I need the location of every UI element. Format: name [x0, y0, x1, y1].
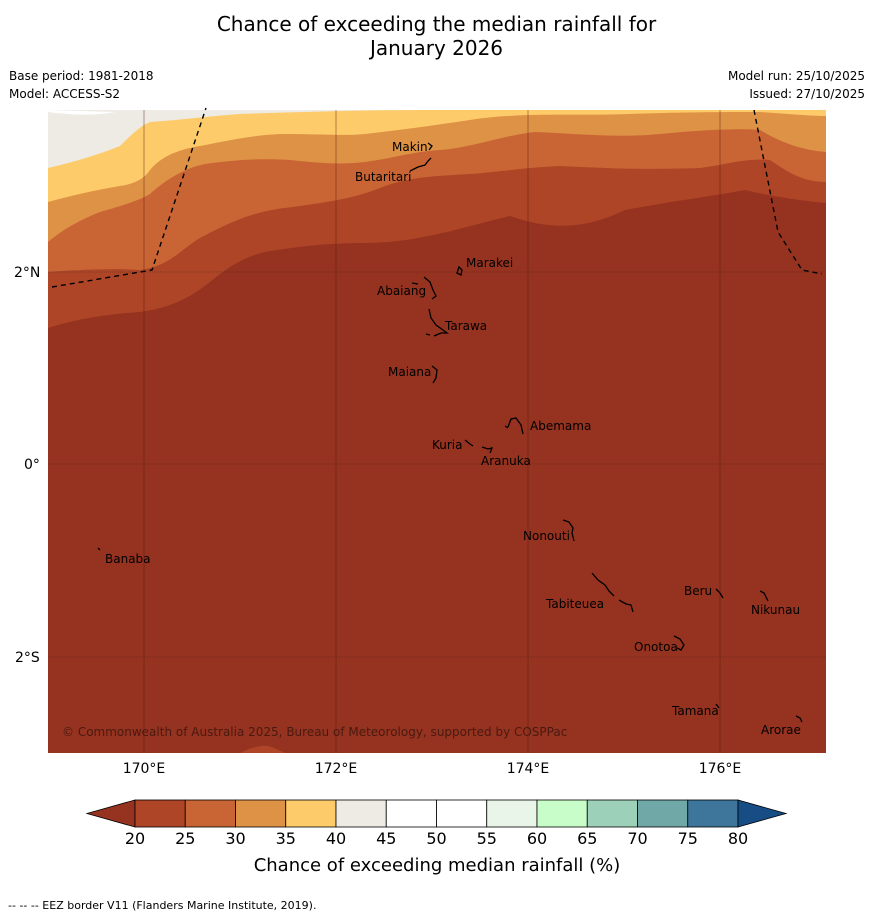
colorbar-tick-label: 80: [728, 829, 748, 848]
label-nonouti: Nonouti: [523, 529, 570, 543]
band-20-25-south: [240, 745, 286, 753]
tamana-coast: [715, 703, 720, 709]
band-45-50: [48, 110, 115, 115]
colorbar-tick-label: 40: [326, 829, 346, 848]
colorbar-arrow-high: [737, 799, 788, 828]
colorbar-swatch: [385, 799, 437, 828]
nonouti-coast: [562, 519, 575, 542]
rainfall-bands: [48, 110, 826, 753]
label-tamana: Tamana: [671, 704, 719, 718]
coastlines: [97, 142, 803, 723]
arorae-coast: [795, 715, 803, 723]
lat-label-2s: 2°S: [15, 650, 40, 666]
colorbar-tick-label: 30: [225, 829, 245, 848]
colorbar-swatch: [285, 799, 337, 828]
issued-date: Issued: 27/10/2025: [749, 87, 865, 101]
colorbar-swatch: [486, 799, 538, 828]
lon-label-174: 174°E: [507, 761, 550, 777]
marakei-coast: [456, 265, 463, 276]
label-beru: Beru: [684, 584, 712, 598]
band-30-35: [48, 110, 826, 242]
colorbar-swatch: [637, 799, 689, 828]
colorbar-swatch: [184, 799, 236, 828]
lon-label-176: 176°E: [699, 761, 742, 777]
beru-coast: [715, 588, 724, 599]
title-line-1: Chance of exceeding the median rainfall …: [216, 12, 657, 36]
label-abaiang: Abaiang: [377, 284, 426, 298]
tarawa-coast: [425, 308, 449, 337]
colorbar-tick-label: 70: [627, 829, 647, 848]
colorbar-tick-label: 55: [477, 829, 497, 848]
colorbar-tick-label: 75: [678, 829, 698, 848]
lat-label-0: 0°: [24, 457, 40, 473]
colorbar-swatch: [235, 799, 287, 828]
label-onotoa: Onotoa: [634, 640, 678, 654]
colorbar-arrow-low: [85, 799, 136, 828]
label-aranuka: Aranuka: [481, 454, 531, 468]
colorbar-swatch: [536, 799, 588, 828]
butaritari-coast: [409, 157, 432, 172]
colorbar-swatch: [687, 799, 739, 828]
base-period: Base period: 1981-2018: [9, 69, 154, 83]
colorbar-tick-label: 25: [175, 829, 195, 848]
graticule: [48, 110, 826, 753]
aranuka-coast: [481, 446, 494, 454]
label-maiana: Maiana: [388, 365, 431, 379]
place-labels: Makin Butaritari Marakei Abaiang Tarawa …: [105, 140, 801, 737]
tabiteuea-coast: [591, 572, 634, 613]
model-run: Model run: 25/10/2025: [727, 69, 865, 83]
colorbar-tick-label: 20: [125, 829, 145, 848]
axis-labels: 2°N 0° 2°S 170°E 172°E 174°E 176°E: [14, 265, 741, 777]
nikunau-coast: [759, 590, 769, 602]
model-name: Model: ACCESS-S2: [9, 87, 121, 101]
label-makin: Makin: [392, 140, 428, 154]
label-butaritari: Butaritari: [355, 170, 412, 184]
banaba-coast: [97, 547, 101, 551]
colorbar-tick-label: 60: [527, 829, 547, 848]
colorbar-tick-label: 35: [276, 829, 296, 848]
eez-border-west: [51, 107, 207, 288]
band-35-40: [48, 110, 826, 202]
label-abemama: Abemama: [530, 419, 591, 433]
eez-border-east: [753, 109, 823, 275]
meta-left: Base period: 1981-2018 Model: ACCESS-S2: [9, 67, 154, 103]
maiana-coast: [431, 365, 438, 384]
colorbar: 20 25 30 35 40 45 50 55 60 65 70 75 80: [85, 799, 788, 848]
colorbar-swatch: [335, 799, 387, 828]
copyright-notice: © Commonwealth of Australia 2025, Bureau…: [62, 725, 567, 739]
meta-right: Model run: 25/10/2025 Issued: 27/10/2025: [728, 67, 865, 103]
kuria-coast: [464, 439, 474, 447]
label-tarawa: Tarawa: [444, 319, 487, 333]
onotoa-coast: [673, 635, 685, 651]
makin-coast: [427, 142, 433, 151]
lon-label-172: 172°E: [315, 761, 358, 777]
eez-border: [51, 107, 823, 288]
colorbar-tick-label: 50: [426, 829, 446, 848]
map-title: Chance of exceeding the median rainfall …: [0, 12, 873, 60]
abaiang-coast: [411, 276, 437, 300]
lon-label-170: 170°E: [123, 761, 166, 777]
colorbar-swatch: [436, 799, 488, 828]
eez-footer-note: -- -- -- EEZ border V11 (Flanders Marine…: [8, 899, 317, 912]
label-nikunau: Nikunau: [751, 603, 800, 617]
colorbar-swatch: [586, 799, 638, 828]
label-banaba: Banaba: [105, 552, 151, 566]
colorbar-label: Chance of exceeding median rainfall (%): [254, 855, 621, 876]
title-line-2: January 2026: [369, 36, 504, 60]
abemama-coast: [504, 417, 524, 435]
label-kuria: Kuria: [432, 438, 463, 452]
band-40-45: [48, 110, 470, 168]
label-marakei: Marakei: [466, 256, 513, 270]
colorbar-tick-label: 45: [376, 829, 396, 848]
label-tabiteuea: Tabiteuea: [545, 597, 604, 611]
lat-label-2n: 2°N: [14, 265, 40, 281]
colorbar-swatch: [134, 799, 186, 828]
colorbar-tick-label: 65: [577, 829, 597, 848]
label-arorae: Arorae: [761, 723, 801, 737]
